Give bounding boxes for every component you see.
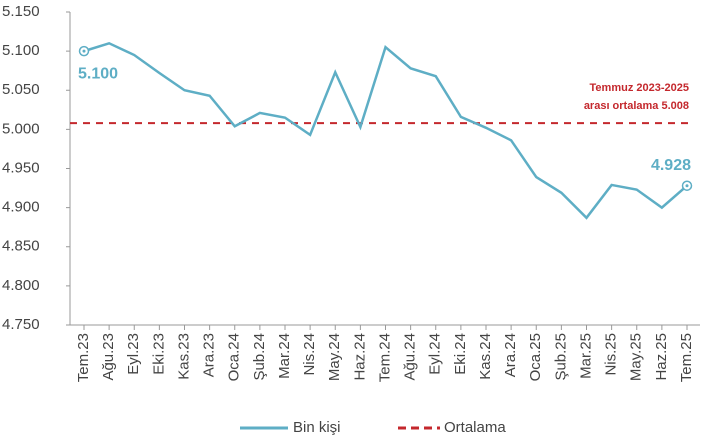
y-tick-label: 4.750: [2, 316, 40, 333]
y-tick-label: 4.900: [2, 199, 40, 216]
x-tick-label: Oca.25: [527, 333, 544, 381]
x-tick-label: Nis.25: [603, 333, 620, 376]
x-tick-label: May.24: [326, 333, 343, 381]
point-dot: [685, 184, 689, 188]
y-tick-label: 5.100: [2, 42, 40, 59]
x-tick-label: Mar.24: [276, 333, 293, 379]
average-label: Temmuz 2023-2025: [590, 82, 689, 94]
average-label: arası ortalama 5.008: [584, 100, 689, 112]
data-label: 5.100: [78, 65, 118, 82]
x-tick-label: Haz.24: [351, 333, 368, 381]
x-tick-label: Tem.23: [75, 333, 92, 382]
x-tick-label: Tem.24: [376, 333, 393, 382]
point-dot: [82, 49, 86, 53]
x-tick-label: Şub.24: [251, 333, 268, 381]
x-tick-label: Ara.23: [201, 333, 218, 377]
x-tick-label: Eki.23: [150, 333, 167, 375]
legend-label: Ortalama: [444, 419, 506, 436]
x-tick-label: Ağu.24: [402, 333, 419, 381]
x-tick-label: Ara.24: [502, 333, 519, 377]
x-tick-label: May.25: [628, 333, 645, 381]
x-tick-label: Oca.24: [226, 333, 243, 381]
x-tick-label: Nis.24: [301, 333, 318, 376]
x-tick-label: Eyl.24: [427, 333, 444, 375]
line: [83, 41, 688, 220]
x-tick-label: Haz.25: [653, 333, 670, 381]
y-tick-label: 5.000: [2, 120, 40, 137]
y-tick-label: 4.850: [2, 238, 40, 255]
data-label: 4.928: [651, 157, 691, 174]
y-tick-label: 4.950: [2, 159, 40, 176]
x-tick-label: Tem.25: [678, 333, 695, 382]
y-tick-label: 5.050: [2, 81, 40, 98]
y-tick-label: 5.150: [2, 3, 40, 20]
x-tick-label: Mar.25: [577, 333, 594, 379]
x-tick-label: Kas.23: [175, 333, 192, 380]
x-tick-label: Şub.25: [552, 333, 569, 381]
legend-label: Bin kişi: [293, 419, 341, 436]
x-tick-label: Kas.24: [477, 333, 494, 380]
x-tick-label: Ağu.23: [100, 333, 117, 381]
y-tick-label: 4.800: [2, 277, 40, 294]
x-tick-label: Eki.24: [452, 333, 469, 375]
x-tick-label: Eyl.23: [125, 333, 142, 375]
